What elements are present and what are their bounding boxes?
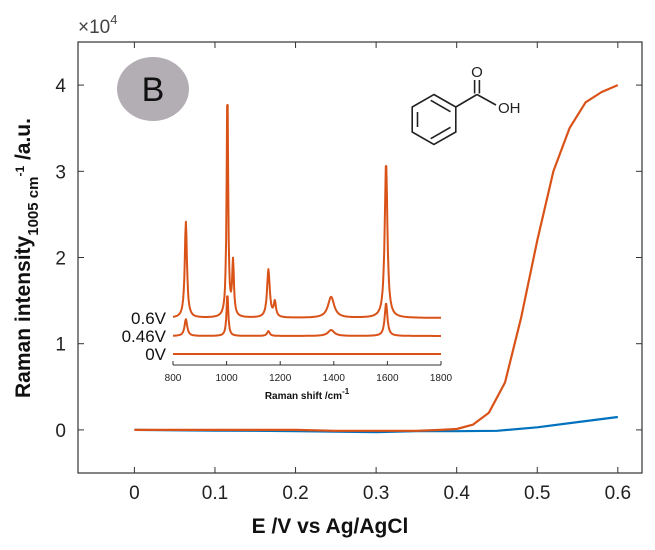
y-tick-label: 3 xyxy=(55,162,66,183)
inset-spectrum-line xyxy=(172,295,442,337)
x-axis-ticks: 0 0.1 0.2 0.3 0.4 0.5 0.6 xyxy=(129,42,631,504)
panel-label: B xyxy=(142,71,165,109)
inset-spectrum-line xyxy=(172,103,442,319)
ring-double-bond-2 xyxy=(430,126,451,140)
y-axis-ticks: 0 1 2 3 4 xyxy=(55,76,642,442)
inset-x-tick-label: 800 xyxy=(165,373,182,384)
y-tick-label: 0 xyxy=(55,421,66,442)
inset-trace-label: 0.46V xyxy=(122,327,167,346)
y-tick-label: 2 xyxy=(55,249,66,270)
inset-series-group xyxy=(172,103,442,355)
inset-x-tick-label: 1600 xyxy=(376,373,399,384)
x-tick-label: 0.1 xyxy=(202,483,228,504)
inset-x-tick-label: 1000 xyxy=(215,373,238,384)
hydroxyl-bond xyxy=(476,93,497,106)
x-tick-label: 0.2 xyxy=(282,483,308,504)
x-tick-label: 0.5 xyxy=(524,483,550,504)
inset-trace-label: 0V xyxy=(145,345,166,364)
y-multiplier: ×104 xyxy=(78,12,117,38)
panel-label-badge xyxy=(117,57,189,121)
benzoic-acid-structure xyxy=(411,80,497,146)
hydroxyl-label: OH xyxy=(498,100,521,117)
x-tick-label: 0 xyxy=(129,483,140,504)
ring-carboxyl-bond xyxy=(455,93,478,108)
x-tick-label: 0.3 xyxy=(363,483,389,504)
x-axis-title: E /V vs Ag/AgCl xyxy=(252,515,409,538)
y-tick-label: 1 xyxy=(55,335,66,356)
inset-x-tick-label: 1800 xyxy=(430,373,453,384)
y-axis-title: Raman intensity1005 cm-1 /a.u. xyxy=(12,118,42,398)
x-tick-label: 0.4 xyxy=(443,483,470,504)
ring-double-bond-1 xyxy=(430,99,451,113)
inset-x-tick-label: 1200 xyxy=(269,373,292,384)
inset-x-tick-label: 1400 xyxy=(323,373,346,384)
inset-x-axis-title: Raman shift /cm-1 xyxy=(265,387,350,402)
inset-x-ticks: 800 1000 1200 1400 1600 1800 xyxy=(165,361,453,384)
y-tick-label: 4 xyxy=(55,76,66,97)
main-series-line-1 xyxy=(134,84,619,432)
main-series-group xyxy=(134,84,619,434)
x-tick-label: 0.6 xyxy=(605,483,631,504)
inset-trace-label: 0.6V xyxy=(131,309,167,328)
carbonyl-oxygen-label: O xyxy=(471,64,483,81)
